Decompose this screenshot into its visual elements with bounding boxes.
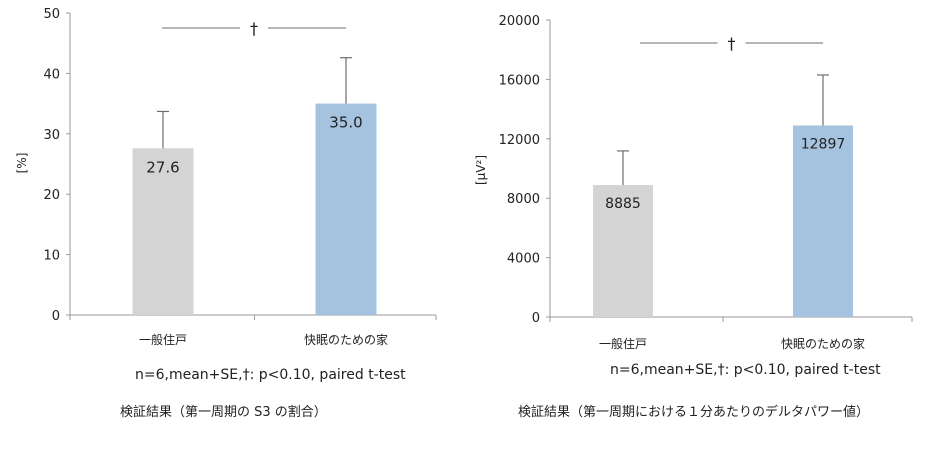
y-tick-label: 20 [43, 188, 60, 203]
bar-chart-delta-power: 0 4000 8000 12000 16000 20000 [μV²] 8885 一般住戸 128… [474, 14, 913, 351]
chart-panel-s3-ratio: 0 10 20 30 40 50 [%] 27.6 一般住戸 35.0 快眠のための家 † n=6,m… [0, 0, 470, 446]
bar [315, 103, 377, 315]
y-tick-label: 20000 [499, 14, 540, 29]
bar [593, 185, 653, 317]
y-tick-label: 16000 [499, 73, 540, 88]
chart-panel-delta-power: 0 4000 8000 12000 16000 20000 [μV²] 8885 一般住戸 128… [470, 0, 947, 446]
chart-note-left: n=6,mean+SE,†: p<0.10, paired t-test [135, 367, 406, 383]
category-label: 快眠のための家 [781, 336, 865, 351]
y-tick-label: 4000 [507, 252, 540, 267]
y-tick-label: 8000 [507, 192, 540, 207]
y-axis-label: [μV²] [474, 155, 488, 185]
y-tick-label: 0 [52, 309, 60, 324]
significance-marker: † [250, 19, 258, 38]
y-tick-label: 30 [43, 128, 60, 143]
bar [793, 125, 853, 317]
y-tick-label: 10 [43, 249, 60, 264]
data-label: 27.6 [146, 158, 179, 176]
y-tick-label: 50 [43, 7, 60, 22]
category-label: 一般住戸 [139, 332, 187, 347]
y-axis-label: [%] [15, 153, 29, 174]
y-tick-label: 12000 [499, 133, 540, 148]
chart-caption-left: 検証結果（第一周期の S3 の割合） [120, 405, 327, 420]
chart-caption-right: 検証結果（第一周期における１分あたりのデルタパワー値） [518, 405, 870, 420]
data-label: 12897 [801, 136, 846, 152]
significance-marker: † [728, 34, 736, 53]
data-label: 35.0 [329, 114, 362, 132]
category-label: 快眠のための家 [304, 332, 388, 347]
bar [132, 148, 194, 315]
data-label: 8885 [605, 196, 641, 212]
y-tick-label: 0 [532, 311, 540, 326]
chart-note-right: n=6,mean+SE,†: p<0.10, paired t-test [610, 362, 881, 378]
bar-chart-s3-ratio: 0 10 20 30 40 50 [%] 27.6 一般住戸 35.0 快眠のための家 † [15, 7, 437, 347]
category-label: 一般住戸 [599, 336, 647, 351]
y-tick-label: 40 [43, 67, 60, 82]
